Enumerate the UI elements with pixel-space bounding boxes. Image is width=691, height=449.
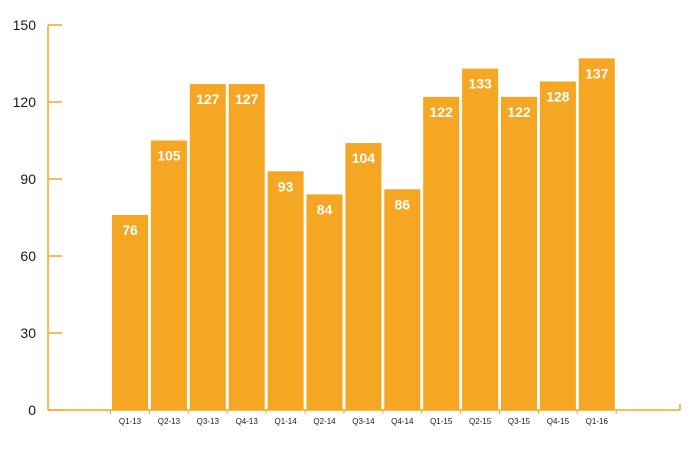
y-tick-label: 60 bbox=[20, 248, 36, 264]
x-tick-label: Q3-13 bbox=[197, 417, 220, 426]
bar bbox=[578, 58, 615, 410]
bar bbox=[150, 140, 187, 410]
bar bbox=[539, 81, 576, 410]
data-label: 133 bbox=[468, 76, 492, 92]
x-tick-label: Q4-15 bbox=[547, 417, 570, 426]
bar bbox=[345, 143, 382, 411]
bars: 76 105 127 127 93 84 104 86 122 133 122 128 137 bbox=[112, 58, 615, 411]
x-tick-label: Q1-16 bbox=[586, 417, 609, 426]
bar bbox=[384, 189, 421, 410]
x-axis-ticks: Q1-13 Q2-13 Q3-13 Q4-13 Q1-14 Q2-14 Q3-14 Q4-14… bbox=[110, 410, 617, 426]
y-tick-label: 150 bbox=[13, 17, 37, 33]
bar bbox=[501, 96, 537, 410]
data-label: 105 bbox=[157, 148, 181, 164]
x-tick-label: Q2-13 bbox=[158, 417, 181, 426]
x-tick-label: Q4-14 bbox=[391, 417, 414, 426]
data-label: 128 bbox=[546, 88, 570, 104]
data-label: 127 bbox=[196, 91, 220, 107]
data-label: 93 bbox=[278, 178, 294, 194]
x-tick-label: Q3-15 bbox=[508, 417, 531, 426]
data-label: 137 bbox=[585, 65, 609, 81]
data-label: 104 bbox=[352, 150, 376, 166]
data-label: 76 bbox=[122, 222, 138, 238]
bar bbox=[228, 84, 265, 411]
y-tick-label: 120 bbox=[13, 94, 37, 110]
bar bbox=[112, 214, 148, 410]
y-tick-label: 0 bbox=[28, 402, 36, 418]
bar bbox=[423, 96, 460, 410]
x-tick-label: Q3-14 bbox=[352, 417, 375, 426]
x-tick-label: Q2-15 bbox=[469, 417, 492, 426]
bar bbox=[306, 194, 343, 410]
data-label: 122 bbox=[430, 104, 454, 120]
data-label: 84 bbox=[317, 201, 333, 217]
bar bbox=[267, 171, 304, 410]
x-tick-label: Q2-14 bbox=[313, 417, 336, 426]
x-tick-label: Q1-14 bbox=[274, 417, 297, 426]
y-tick-label: 90 bbox=[20, 171, 36, 187]
x-tick-label: Q4-13 bbox=[236, 417, 259, 426]
x-tick-label: Q1-15 bbox=[430, 417, 453, 426]
x-tick-label: Q1-13 bbox=[119, 417, 142, 426]
data-label: 86 bbox=[395, 196, 411, 212]
data-label: 127 bbox=[235, 91, 259, 107]
bar bbox=[189, 84, 226, 411]
y-axis-ticks: 0 30 60 90 120 150 bbox=[13, 17, 62, 418]
bar bbox=[462, 68, 499, 410]
data-label: 122 bbox=[507, 104, 531, 120]
y-tick-label: 30 bbox=[20, 325, 36, 341]
